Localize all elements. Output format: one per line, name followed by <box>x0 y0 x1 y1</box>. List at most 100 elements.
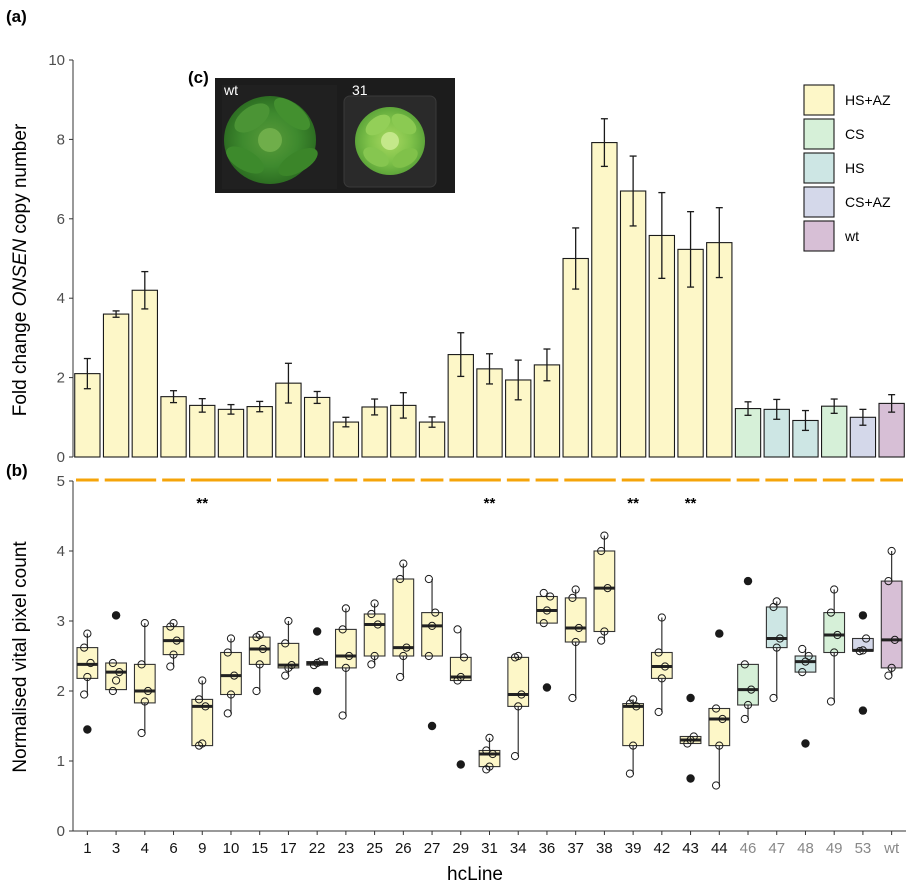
data-point-4-4 <box>140 619 149 628</box>
data-point-27-0 <box>424 651 433 661</box>
data-point-49-3 <box>826 608 836 617</box>
data-point-39-1 <box>629 741 638 750</box>
x-tick-label-48: 48 <box>797 840 814 857</box>
x-tick-label-wt: wt <box>883 840 900 857</box>
data-point-37-0 <box>568 693 577 703</box>
outlier-22-0 <box>312 686 322 696</box>
box-47 <box>765 606 788 649</box>
data-point-47-1 <box>772 643 781 652</box>
data-point-15-1 <box>255 660 264 669</box>
legend-swatch-wt <box>803 220 835 252</box>
data-point-36-3 <box>539 588 548 598</box>
bar-23 <box>332 421 360 458</box>
data-point-49-2 <box>833 630 842 640</box>
data-point-49-1 <box>830 648 839 657</box>
data-point-29-3 <box>453 625 462 634</box>
data-point-wt-3 <box>884 577 893 586</box>
data-point-10-0 <box>223 709 232 718</box>
panel-a-y-axis-title: Fold change ONSEN copy number <box>10 123 31 416</box>
bar-6 <box>160 396 187 458</box>
data-point-15-2 <box>258 644 268 654</box>
x-tick-label-34: 34 <box>510 840 527 857</box>
box-44 <box>708 707 731 747</box>
data-point-37-3 <box>568 593 577 603</box>
x-tick-label-37: 37 <box>567 840 584 857</box>
x-tick-label-31: 31 <box>481 840 498 857</box>
x-tick-label-3: 3 <box>112 840 120 857</box>
x-tick-label-17: 17 <box>280 840 297 857</box>
data-point-43-2 <box>689 732 698 741</box>
significance-9: ** <box>196 495 208 512</box>
bar-15 <box>246 406 273 458</box>
data-point-25-4 <box>370 599 379 608</box>
data-point-42-2 <box>660 662 670 671</box>
data-point-25-2 <box>373 620 382 629</box>
data-point-29-1 <box>456 672 465 682</box>
box-37 <box>564 597 587 643</box>
panel-label-b: (b) <box>6 461 28 480</box>
panel-b-significance: ** ** ** ** <box>196 495 696 512</box>
data-point-48-3 <box>798 644 807 654</box>
data-point-48-2 <box>804 651 813 661</box>
data-point-10-1 <box>226 690 236 699</box>
data-point-10-2 <box>230 671 239 680</box>
x-tick-label-22: 22 <box>309 840 326 857</box>
data-point-26-2 <box>402 643 411 652</box>
box-34 <box>507 656 530 707</box>
data-point-9-1 <box>198 739 207 748</box>
rosette-31-image <box>355 107 425 175</box>
legend-swatch-CS <box>803 118 835 150</box>
legend-label-CS: CS <box>845 126 864 142</box>
bar-38 <box>591 142 618 458</box>
x-tick-label-53: 53 <box>855 840 872 857</box>
data-point-48-0 <box>798 668 807 677</box>
bar-39 <box>619 190 647 458</box>
panel-a-plot <box>74 118 905 458</box>
panel-label-c: (c) <box>188 68 209 87</box>
data-point-53-1 <box>858 646 868 655</box>
data-point-23-3 <box>338 625 347 634</box>
panel-b-y-tick-label: 0 <box>57 823 65 840</box>
data-point-47-4 <box>772 597 781 606</box>
data-point-wt-2 <box>890 635 899 645</box>
data-point-34-0 <box>510 752 520 761</box>
outlier-22-1 <box>312 627 322 636</box>
bar-48 <box>792 419 819 458</box>
data-point-31-1 <box>485 762 494 771</box>
data-point-37-2 <box>574 623 583 633</box>
data-point-wt-0 <box>884 671 893 680</box>
legend-label-HS+AZ: HS+AZ <box>845 92 891 108</box>
data-point-39-4 <box>629 695 638 704</box>
data-point-38-4 <box>600 531 609 540</box>
panel-a-y-tick-label: 2 <box>57 370 65 387</box>
data-point-1-3 <box>80 643 89 652</box>
x-tick-label-38: 38 <box>596 840 613 857</box>
x-tick-label-6: 6 <box>169 840 177 857</box>
data-point-25-1 <box>370 651 379 661</box>
x-tick-label-27: 27 <box>424 840 441 857</box>
outlier-29-0 <box>456 760 465 769</box>
data-point-53-0 <box>855 647 864 656</box>
panel-b-y-tick-label: 3 <box>57 613 65 630</box>
legend-label-wt: wt <box>844 228 859 244</box>
data-point-10-3 <box>223 648 232 657</box>
bar-44 <box>706 242 733 458</box>
data-point-46-0 <box>740 714 749 724</box>
data-point-37-1 <box>571 637 580 647</box>
panel-b-y-tick-label: 5 <box>57 473 65 490</box>
outlier-53-1 <box>858 611 868 620</box>
data-point-36-1 <box>542 606 552 615</box>
legend-label-HS: HS <box>845 160 864 176</box>
data-point-4-0 <box>137 728 146 738</box>
data-point-26-3 <box>396 574 405 584</box>
data-point-3-3 <box>108 658 117 668</box>
box-25 <box>363 613 386 657</box>
box-38 <box>593 550 616 633</box>
data-point-9-3 <box>194 695 204 704</box>
panel-a-y-tick-label: 6 <box>57 211 65 228</box>
data-point-44-1 <box>715 741 724 750</box>
data-point-53-2 <box>862 634 871 643</box>
x-tick-label-47: 47 <box>768 840 785 857</box>
data-point-34-4 <box>514 651 523 661</box>
outlier-27-0 <box>427 721 437 731</box>
